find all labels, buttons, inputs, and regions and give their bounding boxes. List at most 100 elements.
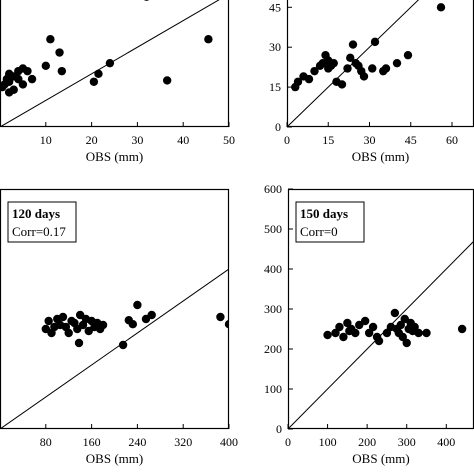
data-point [351,328,360,338]
data-point [337,80,347,89]
data-point [14,74,23,84]
x-tick-label: 30 [364,133,376,147]
data-point [41,61,50,71]
data-point [58,312,68,322]
correlation-label: Corr=0 [300,224,338,239]
x-axis-label: OBS (mm) [352,451,409,466]
panel-4: 0 100 200 300 400 0 100 200 300 400 500 600 OBS (mm)… [264,182,474,466]
data-point [364,328,374,338]
data-point [27,74,37,84]
data-point [392,58,402,68]
data-point [343,64,352,73]
data-point [381,64,391,73]
panel-2: 0 15 30 45 60 0 15 30 45 OBS (mm) [269,0,474,164]
data-point [98,320,108,330]
annotation-box [7,201,77,243]
panel-title: 150 days [300,206,348,221]
one-to-one-line [0,0,220,127]
x-tick-label: 40 [177,133,189,147]
data-point [4,88,14,97]
y-tick-label: 45 [269,0,281,14]
data-point [368,322,378,332]
data-point [355,320,364,330]
x-tick-label: 400 [437,435,455,449]
data-point [23,66,32,76]
data-point [304,74,314,84]
x-axis-label: OBS (mm) [86,149,143,164]
data-point [128,320,138,329]
data-point [339,332,348,342]
data-point [64,328,73,338]
y-tick-label: 0 [275,120,281,134]
y-tick-label: 600 [264,182,282,196]
data-point [400,314,409,324]
data-point [374,336,384,346]
x-tick-label: 0 [284,133,290,147]
data-point [224,320,229,329]
y-tick-label: 15 [269,80,281,94]
data-point [457,324,467,334]
data-point [360,316,370,326]
x-tick-label: 300 [398,435,416,449]
x-tick-label: 10 [40,133,52,147]
x-tick-label: 50 [223,133,235,147]
y-tick-label: 500 [264,222,282,236]
data-point [118,340,128,350]
data-point [57,66,67,76]
data-point [396,320,405,330]
y-tick-label: 100 [264,382,282,396]
data-point [410,322,419,332]
data-point [323,330,332,340]
x-tick-label: 200 [358,435,376,449]
data-point [414,328,423,338]
x-tick-label: 45 [405,133,417,147]
data-point [55,48,64,57]
plot-frame [286,0,474,128]
data-point [343,318,352,328]
data-point [216,312,225,322]
data-point [144,0,150,1]
data-point [368,64,377,73]
data-point [331,328,340,338]
panel-1: 10 20 30 40 50 OBS (mm) [0,0,235,164]
x-axis-label: OBS (mm) [86,451,143,466]
plot-frame [0,188,230,430]
x-axis-label: OBS (mm) [352,149,409,164]
y-tick-label: 300 [264,302,282,316]
data-point [402,338,411,348]
data-point [310,66,319,76]
data-point [370,37,380,47]
data-point [390,308,400,318]
data-point [89,77,99,86]
x-tick-label: 80 [40,435,52,449]
y-tick-label: 30 [269,40,281,54]
data-point [4,77,14,86]
y-tick-label: 0 [276,422,282,436]
y-tick-label: 200 [264,342,282,356]
data-point [359,72,369,81]
data-point [382,328,392,338]
one-to-one-line [0,268,229,429]
data-point [436,3,446,12]
one-to-one-line [287,0,420,127]
x-tick-label: 400 [220,435,238,449]
data-point [204,35,213,44]
data-point [162,76,172,85]
data-point [422,328,431,338]
x-tick-label: 60 [446,133,458,147]
correlation-label: Corr=0.17 [12,224,66,239]
data-point [293,77,303,86]
annotation-box [295,201,365,243]
x-tick-label: 240 [128,435,146,449]
data-point [46,35,55,44]
data-point [398,332,407,342]
data-point [44,316,53,326]
data-point [74,338,84,348]
panel-title: 120 days [12,206,60,221]
plot-frame [0,0,230,128]
data-point [348,40,358,49]
x-tick-label: 15 [322,133,334,147]
y-tick-label: 400 [264,262,282,276]
x-tick-label: 30 [131,133,143,147]
